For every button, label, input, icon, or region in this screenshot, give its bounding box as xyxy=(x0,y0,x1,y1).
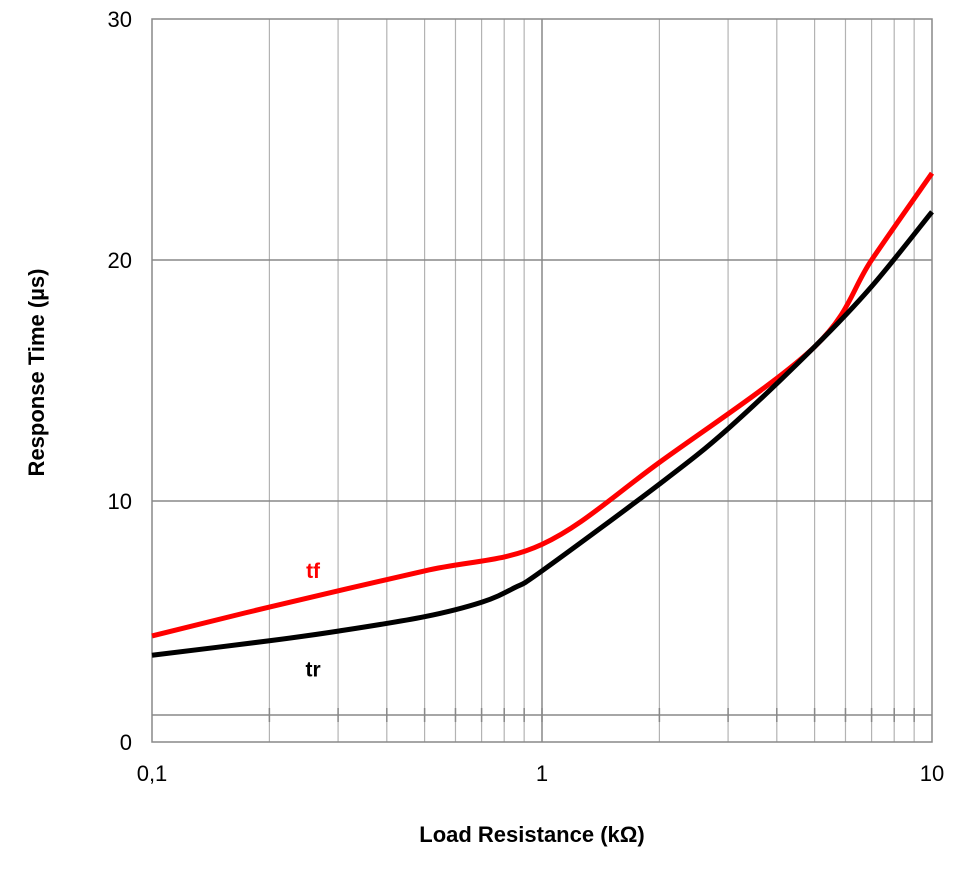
y-tick-labels: 0 10 20 30 xyxy=(108,7,132,755)
y-tick-label: 20 xyxy=(108,248,132,273)
y-tick-label: 10 xyxy=(108,489,132,514)
series-label-tr: tr xyxy=(305,659,320,682)
plot-frame xyxy=(151,18,933,743)
series-layer xyxy=(151,171,935,658)
x-axis-title: Load Resistance (kΩ) xyxy=(419,822,644,847)
minor-tick-marks xyxy=(268,708,915,722)
x-tick-labels: 0,1 1 10 xyxy=(137,761,945,786)
y-axis-title: Response Time (µs) xyxy=(24,269,49,477)
x-tick-label: 10 xyxy=(920,761,944,786)
series-line-tr xyxy=(151,210,934,658)
x-tick-label: 0,1 xyxy=(137,761,168,786)
x-tick-label: 1 xyxy=(536,761,548,786)
series-labels: tf tr xyxy=(305,560,321,682)
y-tick-label: 30 xyxy=(108,7,132,32)
vertical-gridlines xyxy=(268,19,915,742)
y-tick-label: 0 xyxy=(120,730,132,755)
series-line-tf xyxy=(151,171,935,639)
series-label-tf: tf xyxy=(306,560,321,583)
